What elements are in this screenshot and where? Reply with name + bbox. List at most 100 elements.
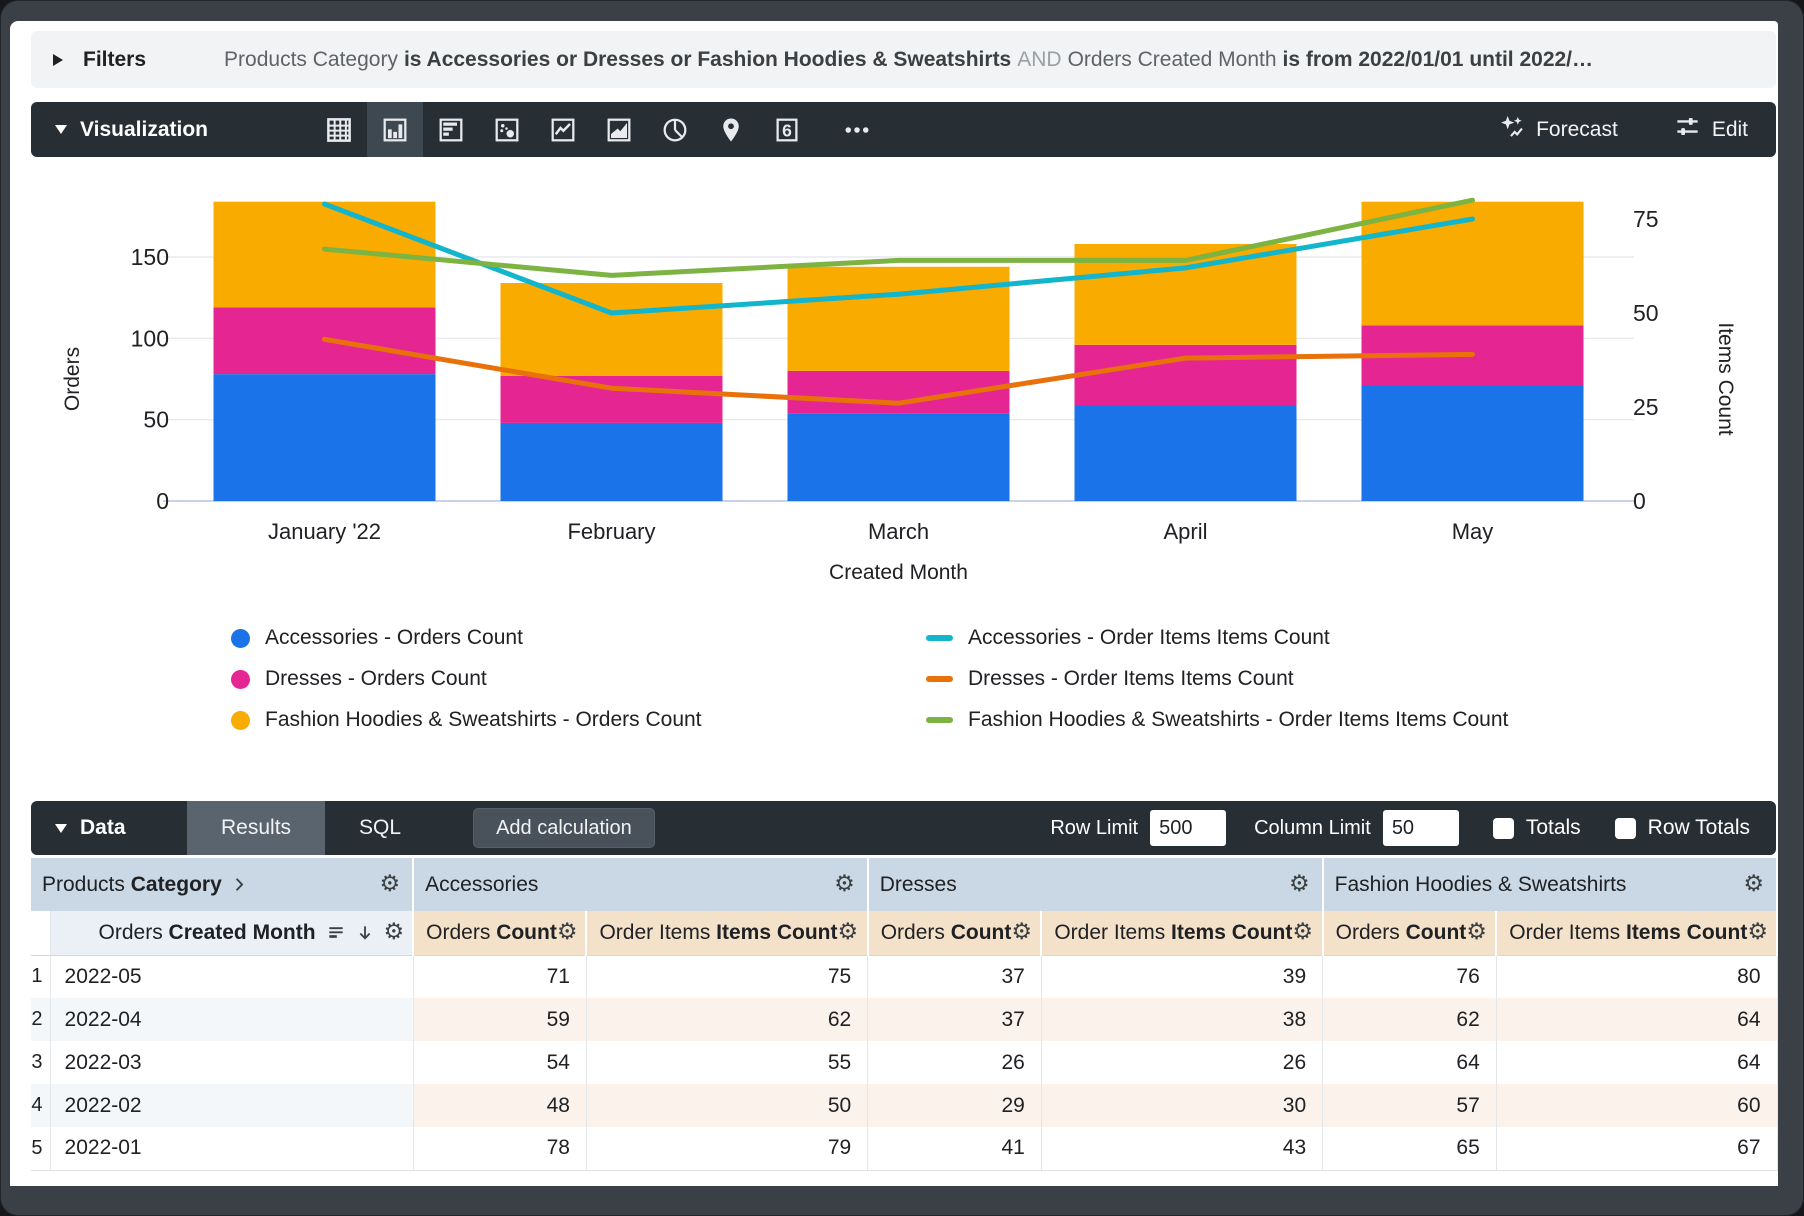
measure-cell[interactable]: 30: [1041, 1084, 1324, 1127]
legend-item[interactable]: Fashion Hoodies & Sweatshirts - Order It…: [926, 708, 1508, 732]
row-totals-checkbox[interactable]: [1614, 817, 1636, 839]
tab-sql[interactable]: SQL: [325, 801, 435, 855]
measure-cell[interactable]: 48: [413, 1084, 587, 1127]
measure-column-header[interactable]: Order Items Items Count ⚙: [586, 911, 869, 956]
measure-cell[interactable]: 64: [1322, 1041, 1497, 1084]
measure-cell[interactable]: 57: [1322, 1084, 1497, 1127]
column-limit-input[interactable]: [1382, 810, 1459, 846]
gear-icon[interactable]: ⚙: [1747, 919, 1768, 946]
dimension-cell[interactable]: 2022-02: [50, 1084, 414, 1127]
measure-cell[interactable]: 55: [586, 1041, 869, 1084]
gear-icon[interactable]: ⚙: [1289, 871, 1310, 897]
bar-segment[interactable]: [787, 413, 1010, 501]
gear-icon[interactable]: ⚙: [1466, 919, 1487, 946]
bar-chart-button[interactable]: [423, 102, 479, 157]
bar-segment[interactable]: [213, 374, 436, 501]
line-series[interactable]: [322, 201, 1475, 316]
filters-title[interactable]: Filters: [83, 47, 147, 71]
measure-cell[interactable]: 71: [413, 955, 587, 998]
dimension-cell[interactable]: 2022-04: [50, 998, 414, 1041]
bar-segment[interactable]: [1361, 385, 1584, 501]
bar-segment[interactable]: [787, 266, 1010, 371]
more-options-button[interactable]: [829, 102, 885, 157]
row-totals-toggle[interactable]: Row Totals: [1614, 816, 1750, 840]
measure-cell[interactable]: 65: [1322, 1127, 1497, 1171]
dimension-cell[interactable]: 2022-01: [50, 1127, 414, 1171]
measure-cell[interactable]: 41: [867, 1127, 1042, 1171]
bar-segment[interactable]: [1361, 201, 1584, 326]
visualization-section-toggle[interactable]: Visualization: [31, 118, 311, 142]
measure-cell[interactable]: 37: [867, 955, 1042, 998]
measure-cell[interactable]: 39: [1041, 955, 1324, 998]
gear-icon[interactable]: ⚙: [556, 919, 578, 946]
measure-cell[interactable]: 26: [867, 1041, 1042, 1084]
line-series[interactable]: [322, 336, 1475, 406]
bar-segment[interactable]: [500, 375, 723, 423]
measure-cell[interactable]: 64: [1496, 998, 1778, 1041]
dimension-cell[interactable]: 2022-05: [50, 955, 414, 998]
map-chart-button[interactable]: [703, 102, 759, 157]
measure-cell[interactable]: 62: [1322, 998, 1497, 1041]
measure-column-header[interactable]: Orders Count ⚙: [867, 911, 1043, 956]
single-value-button[interactable]: 6: [759, 102, 815, 157]
gear-icon[interactable]: ⚙: [834, 871, 855, 897]
add-calculation-button[interactable]: Add calculation: [473, 808, 655, 848]
data-section-toggle[interactable]: Data: [31, 816, 187, 840]
bar-segment[interactable]: [1074, 344, 1297, 406]
measure-cell[interactable]: 67: [1496, 1127, 1778, 1171]
legend-item[interactable]: Accessories - Orders Count: [231, 626, 702, 650]
pivot-group-header[interactable]: Fashion Hoodies & Sweatshirts ⚙: [1322, 858, 1779, 911]
dimension-column-header[interactable]: Products Category ⚙: [31, 858, 415, 911]
column-chart-button[interactable]: [367, 102, 423, 157]
gear-icon[interactable]: ⚙: [837, 919, 859, 946]
measure-cell[interactable]: 37: [867, 998, 1042, 1041]
legend-item[interactable]: Dresses - Order Items Items Count: [926, 667, 1508, 691]
table-chart-button[interactable]: [311, 102, 367, 157]
measure-cell[interactable]: 38: [1041, 998, 1324, 1041]
measure-cell[interactable]: 80: [1496, 955, 1778, 998]
measure-cell[interactable]: 79: [586, 1127, 869, 1171]
measure-cell[interactable]: 29: [867, 1084, 1042, 1127]
legend-item[interactable]: Fashion Hoodies & Sweatshirts - Orders C…: [231, 708, 702, 732]
gear-icon[interactable]: ⚙: [1292, 919, 1314, 946]
gear-icon[interactable]: ⚙: [1011, 919, 1032, 946]
bar-segment[interactable]: [500, 283, 723, 376]
scatter-chart-button[interactable]: [479, 102, 535, 157]
measure-column-header[interactable]: Order Items Items Count ⚙: [1041, 911, 1324, 956]
measure-cell[interactable]: 62: [586, 998, 869, 1041]
measure-cell[interactable]: 60: [1496, 1084, 1778, 1127]
measure-column-header[interactable]: Order Items Items Count ⚙: [1496, 911, 1778, 956]
bar-segment[interactable]: [500, 422, 723, 501]
forecast-button[interactable]: Forecast: [1498, 113, 1618, 146]
measure-cell[interactable]: 64: [1496, 1041, 1778, 1084]
row-dimension-header[interactable]: Orders Created Month ⚙: [50, 911, 415, 956]
line-series[interactable]: [322, 197, 1475, 278]
pie-chart-button[interactable]: [647, 102, 703, 157]
measure-cell[interactable]: 75: [586, 955, 869, 998]
gear-icon[interactable]: ⚙: [379, 871, 401, 897]
pivot-group-header[interactable]: Dresses ⚙: [867, 858, 1324, 911]
gear-icon[interactable]: ⚙: [1743, 871, 1764, 897]
area-chart-button[interactable]: [591, 102, 647, 157]
totals-checkbox[interactable]: [1492, 817, 1514, 839]
measure-cell[interactable]: 50: [586, 1084, 869, 1127]
line-chart-button[interactable]: [535, 102, 591, 157]
measure-column-header[interactable]: Orders Count ⚙: [413, 911, 588, 956]
measure-cell[interactable]: 78: [413, 1127, 587, 1171]
measure-column-header[interactable]: Orders Count ⚙: [1322, 911, 1498, 956]
legend-item[interactable]: Accessories - Order Items Items Count: [926, 626, 1508, 650]
gear-icon[interactable]: ⚙: [383, 919, 405, 946]
dimension-cell[interactable]: 2022-03: [50, 1041, 414, 1084]
totals-toggle[interactable]: Totals: [1492, 816, 1581, 840]
tab-results[interactable]: Results: [187, 801, 326, 855]
row-limit-input[interactable]: [1150, 810, 1227, 846]
legend-item[interactable]: Dresses - Orders Count: [231, 667, 702, 691]
pivot-group-header[interactable]: Accessories ⚙: [413, 858, 869, 911]
measure-cell[interactable]: 76: [1322, 955, 1497, 998]
measure-cell[interactable]: 59: [413, 998, 587, 1041]
bar-segment[interactable]: [1074, 405, 1297, 501]
filters-expand-icon[interactable]: [53, 53, 63, 66]
measure-cell[interactable]: 43: [1041, 1127, 1324, 1171]
measure-cell[interactable]: 26: [1041, 1041, 1324, 1084]
filter-summary[interactable]: Products Category is Accessories or Dress…: [224, 48, 1599, 72]
